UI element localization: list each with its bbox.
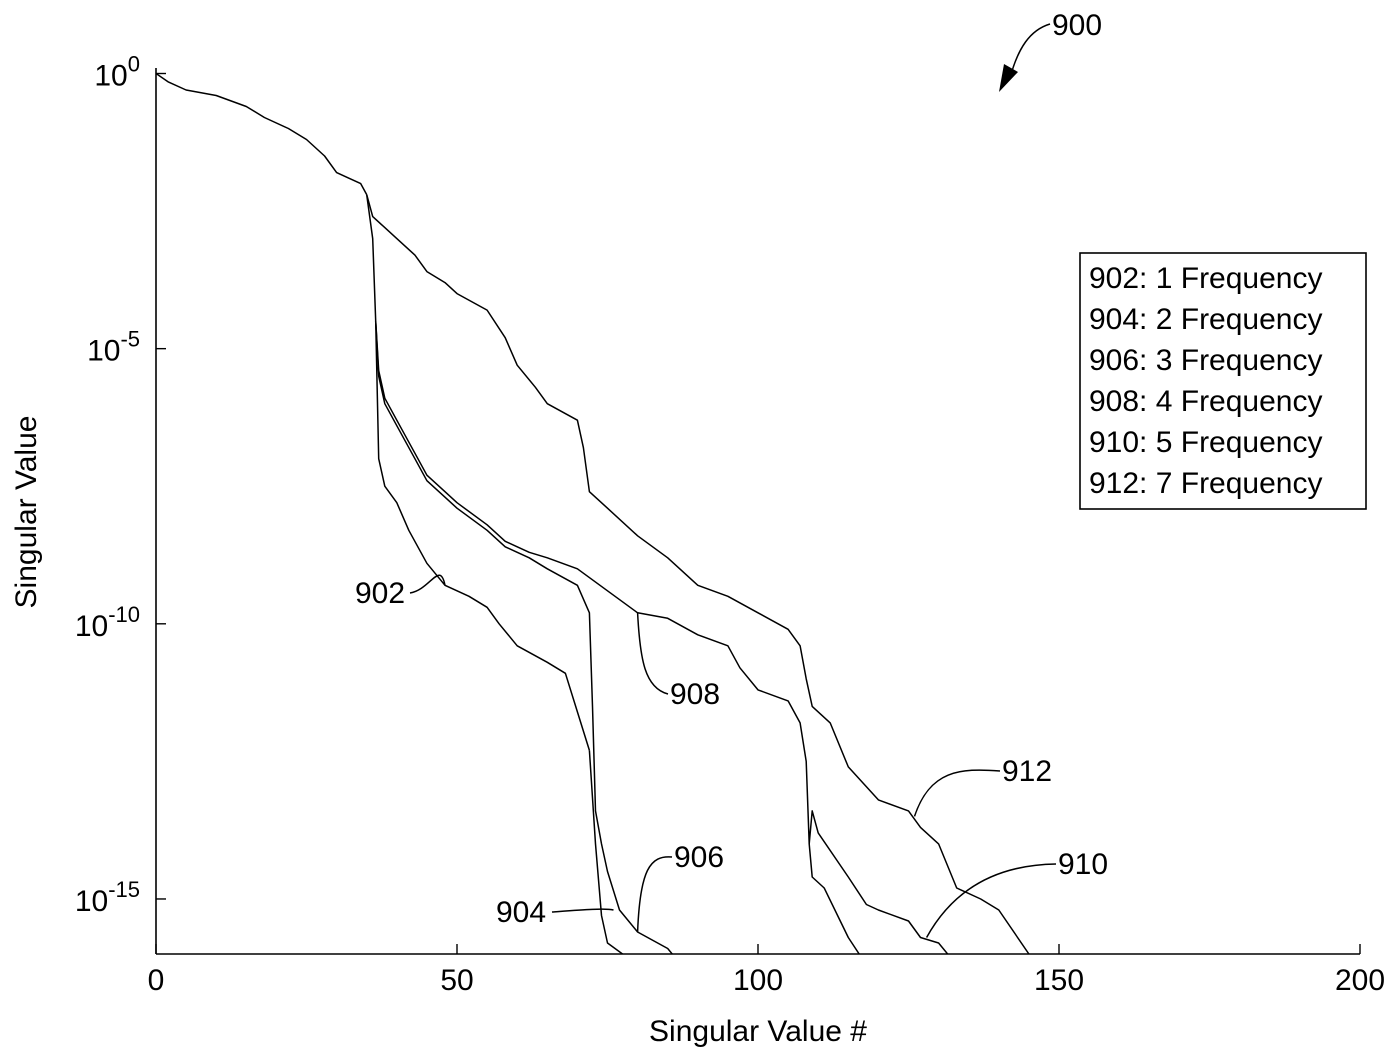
legend-item-906: 906: 3 Frequency [1089, 344, 1322, 377]
series-group [156, 72, 1030, 954]
callout-label-904: 904 [496, 896, 546, 929]
legend-box [1079, 252, 1367, 510]
callout-leader-906 [636, 856, 673, 933]
callout-label-910: 910 [1058, 848, 1108, 881]
x-tick-label: 0 [148, 964, 165, 997]
legend: 902: 1 Frequency 904: 2 Frequency 906: 3… [1079, 252, 1367, 510]
series-line-910 [808, 810, 949, 954]
series-line-904 [588, 750, 624, 954]
figure-label-arrow [1009, 23, 1051, 79]
legend-item-908: 908: 4 Frequency [1089, 385, 1322, 418]
callout-leader-902 [409, 574, 446, 594]
series-line-902 [365, 194, 591, 751]
y-axis-label: Singular Value [10, 416, 43, 609]
y-ticks: 100 10-5 10-10 10-15 [75, 52, 166, 918]
series-line-906 [374, 321, 674, 954]
x-tick-label: 100 [733, 964, 783, 997]
callout-leader-912 [913, 769, 1001, 817]
x-tick-label: 150 [1034, 964, 1084, 997]
series-line-912 [365, 194, 1030, 954]
callout-leader-910 [925, 863, 1057, 938]
x-tick-label: 200 [1335, 964, 1385, 997]
figure-label-group: 900 [999, 9, 1102, 92]
legend-item-912: 912: 7 Frequency [1089, 467, 1322, 500]
x-ticks: 0 50 100 150 200 [148, 944, 1385, 997]
annotations: 902 904 906 908 910 912 [355, 574, 1108, 938]
callout-label-908: 908 [670, 678, 720, 711]
callout-label-902: 902 [355, 577, 405, 610]
x-axis-label: Singular Value # [649, 1015, 867, 1048]
series-line-908 [374, 321, 861, 954]
y-tick-label: 10-5 [87, 327, 140, 368]
callout-leader-904 [551, 908, 614, 913]
callout-label-912: 912 [1002, 755, 1052, 788]
y-tick-label: 10-15 [75, 877, 140, 918]
series-line-common [156, 72, 368, 195]
axes: 0 50 100 150 200 100 10-5 10-10 10-15 [75, 52, 1385, 997]
callout-label-906: 906 [674, 841, 724, 874]
x-tick-label: 50 [440, 964, 473, 997]
y-tick-label: 10-10 [75, 602, 140, 643]
y-tick-label: 100 [94, 52, 140, 93]
figure-label: 900 [1052, 9, 1102, 42]
legend-item-904: 904: 2 Frequency [1089, 303, 1322, 336]
legend-item-910: 910: 5 Frequency [1089, 426, 1322, 459]
legend-item-902: 902: 1 Frequency [1089, 262, 1322, 295]
figure-label-arrowhead [999, 64, 1018, 92]
callout-leader-908 [636, 612, 669, 695]
